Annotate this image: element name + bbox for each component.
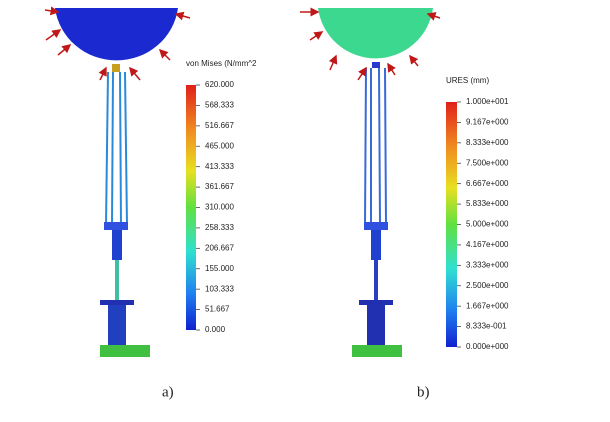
tick-label: 361.667: [205, 182, 234, 191]
colorbar: [186, 85, 196, 330]
panel-label: b): [417, 384, 430, 400]
tick-label: 103.333: [205, 284, 234, 293]
tick-label: 4.167e+000: [466, 240, 509, 249]
panel-label: a): [162, 384, 174, 400]
tick-label: 516.667: [205, 121, 234, 130]
tick-label: 51.667: [205, 305, 230, 314]
tick-label: 2.500e+000: [466, 281, 509, 290]
tick-label: 1.667e+000: [466, 301, 509, 310]
tick-label: 413.333: [205, 162, 234, 171]
tick-label: 3.333e+000: [466, 260, 509, 269]
legend-title: von Mises (N/mm^2: [186, 59, 257, 68]
tick-label: 465.000: [205, 141, 234, 150]
tick-label: 0.000: [205, 325, 226, 334]
tick-label: 9.167e+000: [466, 118, 509, 127]
tick-label: 620.000: [205, 80, 234, 89]
tick-label: 8.333e+000: [466, 138, 509, 147]
tick-label: 206.667: [205, 243, 234, 252]
colorbar: [446, 102, 457, 347]
tick-label: 258.333: [205, 223, 234, 232]
tick-label: 6.667e+000: [466, 179, 509, 188]
tick-label: 5.000e+000: [466, 220, 509, 229]
model-b: [300, 7, 441, 357]
tick-label: 5.833e+000: [466, 199, 509, 208]
tick-label: 568.333: [205, 101, 234, 110]
legend-title: URES (mm): [446, 76, 489, 85]
tick-label: 1.000e+001: [466, 97, 509, 106]
tick-label: 8.333e-001: [466, 322, 507, 331]
model-a: [44, 6, 191, 357]
tick-label: 310.000: [205, 203, 234, 212]
tick-label: 0.000e+000: [466, 342, 509, 351]
tick-label: 7.500e+000: [466, 158, 509, 167]
tick-label: 155.000: [205, 264, 234, 273]
